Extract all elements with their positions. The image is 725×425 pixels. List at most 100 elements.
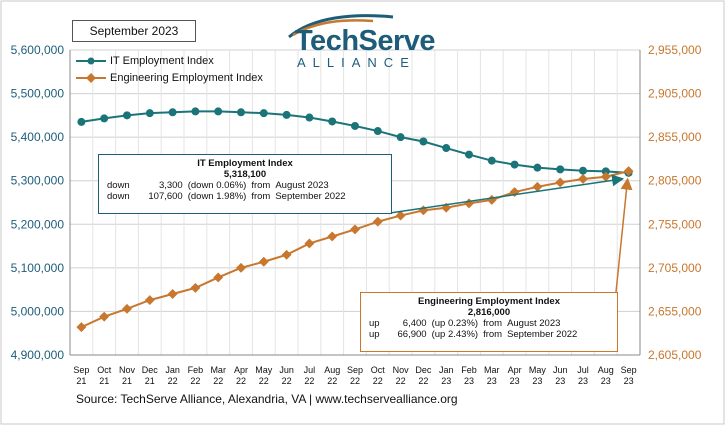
legend-it-label: IT Employment Index (110, 54, 214, 67)
x-tick-year: 22 (396, 376, 406, 386)
x-tick-year: 22 (282, 376, 292, 386)
y-right-tick-label: 2,755,000 (648, 217, 702, 231)
eng-row2-from: from (483, 329, 503, 340)
x-tick-year: 22 (327, 376, 337, 386)
it-point (77, 117, 86, 126)
it-row1-ref: August 2023 (275, 180, 329, 191)
it-row2-ref: September 2022 (275, 191, 346, 202)
x-tick-year: 22 (168, 376, 178, 386)
x-tick-month: Aug (598, 365, 614, 375)
it-row2-from: from (251, 191, 271, 202)
it-point (305, 113, 314, 122)
x-tick-year: 22 (259, 376, 269, 386)
eng-row1-ref: August 2023 (507, 318, 561, 329)
x-tick-month: Aug (324, 365, 340, 375)
eng-row1-from: from (483, 318, 503, 329)
x-tick-year: 22 (350, 376, 360, 386)
x-tick-year: 22 (304, 376, 314, 386)
x-tick-year: 23 (601, 376, 611, 386)
eng-point (236, 262, 246, 273)
it-callout-arrow (389, 174, 625, 214)
y-left-tick-label: 5,600,000 (11, 43, 65, 57)
it-callout-value: 5,318,100 (223, 169, 267, 180)
eng-callout-row-year: up 66,900 (up 2.43%) from September 2022 (369, 329, 582, 340)
eng-row2-dir: up (369, 329, 380, 340)
y-left-tick-label: 4,900,000 (11, 348, 65, 362)
it-point (487, 156, 496, 165)
eng-callout-row-month: up 6,400 (up 0.23%) from August 2023 (369, 318, 582, 329)
x-tick-year: 22 (236, 376, 246, 386)
it-point (214, 107, 223, 116)
x-tick-year: 22 (190, 376, 200, 386)
eng-row1-dir: up (369, 318, 380, 329)
eng-point (167, 289, 178, 299)
x-tick-month: Sep (73, 365, 89, 375)
y-right-tick-label: 2,955,000 (648, 43, 702, 57)
it-point (328, 117, 337, 126)
it-point (510, 160, 519, 169)
x-tick-month: Feb (188, 365, 204, 375)
eng-point (213, 272, 224, 283)
it-row2-dir: down (107, 191, 130, 202)
x-tick-month: Dec (415, 365, 432, 375)
it-point (601, 167, 610, 176)
x-tick-month: Jul (304, 365, 316, 375)
eng-point (623, 166, 634, 177)
it-point (373, 127, 382, 136)
it-callout-row-month: down 3,300 (down 0.06%) from August 2023 (107, 180, 351, 191)
eng-point (532, 181, 543, 192)
eng-point (486, 194, 497, 205)
x-tick-month: Jan (165, 365, 180, 375)
x-tick-month: Oct (97, 365, 112, 375)
eng-point (372, 216, 383, 227)
eng-point (395, 210, 406, 221)
it-point (100, 114, 109, 123)
eng-point (464, 198, 474, 209)
techserve-logo: TechServe ALLIANCE (283, 11, 436, 70)
x-tick-year: 23 (624, 376, 634, 386)
it-point (123, 111, 131, 120)
x-tick-month: May (529, 365, 547, 375)
x-tick-month: Sep (621, 365, 637, 375)
eng-point (578, 174, 588, 184)
logo-subtitle: ALLIANCE (297, 55, 416, 70)
eng-row2-amount: 66,900 (397, 329, 427, 340)
eng-point (327, 231, 338, 242)
y-right-tick-label: 2,705,000 (648, 261, 702, 275)
logo-wordmark: TechServe (295, 25, 436, 57)
it-row1-pct: (down 0.06%) (187, 180, 247, 191)
it-point (442, 144, 451, 153)
eng-point (350, 224, 360, 235)
eng-callout: Engineering Employment Index 2,816,000 u… (360, 292, 618, 352)
x-tick-month: Mar (210, 365, 226, 375)
x-tick-year: 23 (578, 376, 588, 386)
x-tick-year: 21 (76, 376, 86, 386)
x-tick-month: Jul (577, 365, 589, 375)
it-point (351, 121, 359, 130)
eng-point (122, 303, 132, 314)
eng-row2-pct: (up 2.43%) (431, 329, 479, 340)
source-note: Source: TechServe Alliance, Alexandria, … (76, 392, 458, 406)
it-row2-pct: (down 1.98%) (187, 191, 247, 202)
x-tick-year: 21 (99, 376, 109, 386)
legend-eng-label: Engineering Employment Index (110, 71, 263, 84)
y-right-tick-label: 2,855,000 (648, 130, 702, 144)
eng-callout-value: 2,816,000 (467, 307, 511, 318)
y-right-tick-label: 2,605,000 (648, 348, 702, 362)
eng-row1-amount: 6,400 (402, 318, 427, 329)
y-left-tick-label: 5,100,000 (11, 261, 65, 275)
x-tick-month: Feb (461, 365, 477, 375)
eng-point (304, 238, 315, 249)
logo-swoosh-icon (288, 14, 394, 39)
eng-point (144, 295, 155, 306)
it-row1-amount: 3,300 (158, 180, 183, 191)
legend-item-it: IT Employment Index (76, 52, 263, 69)
y-left-tick-label: 5,300,000 (11, 174, 65, 188)
legend-eng-marker-icon (76, 72, 106, 83)
it-point (191, 107, 200, 116)
it-point (237, 108, 245, 117)
it-point (396, 133, 405, 142)
it-point (282, 110, 291, 119)
